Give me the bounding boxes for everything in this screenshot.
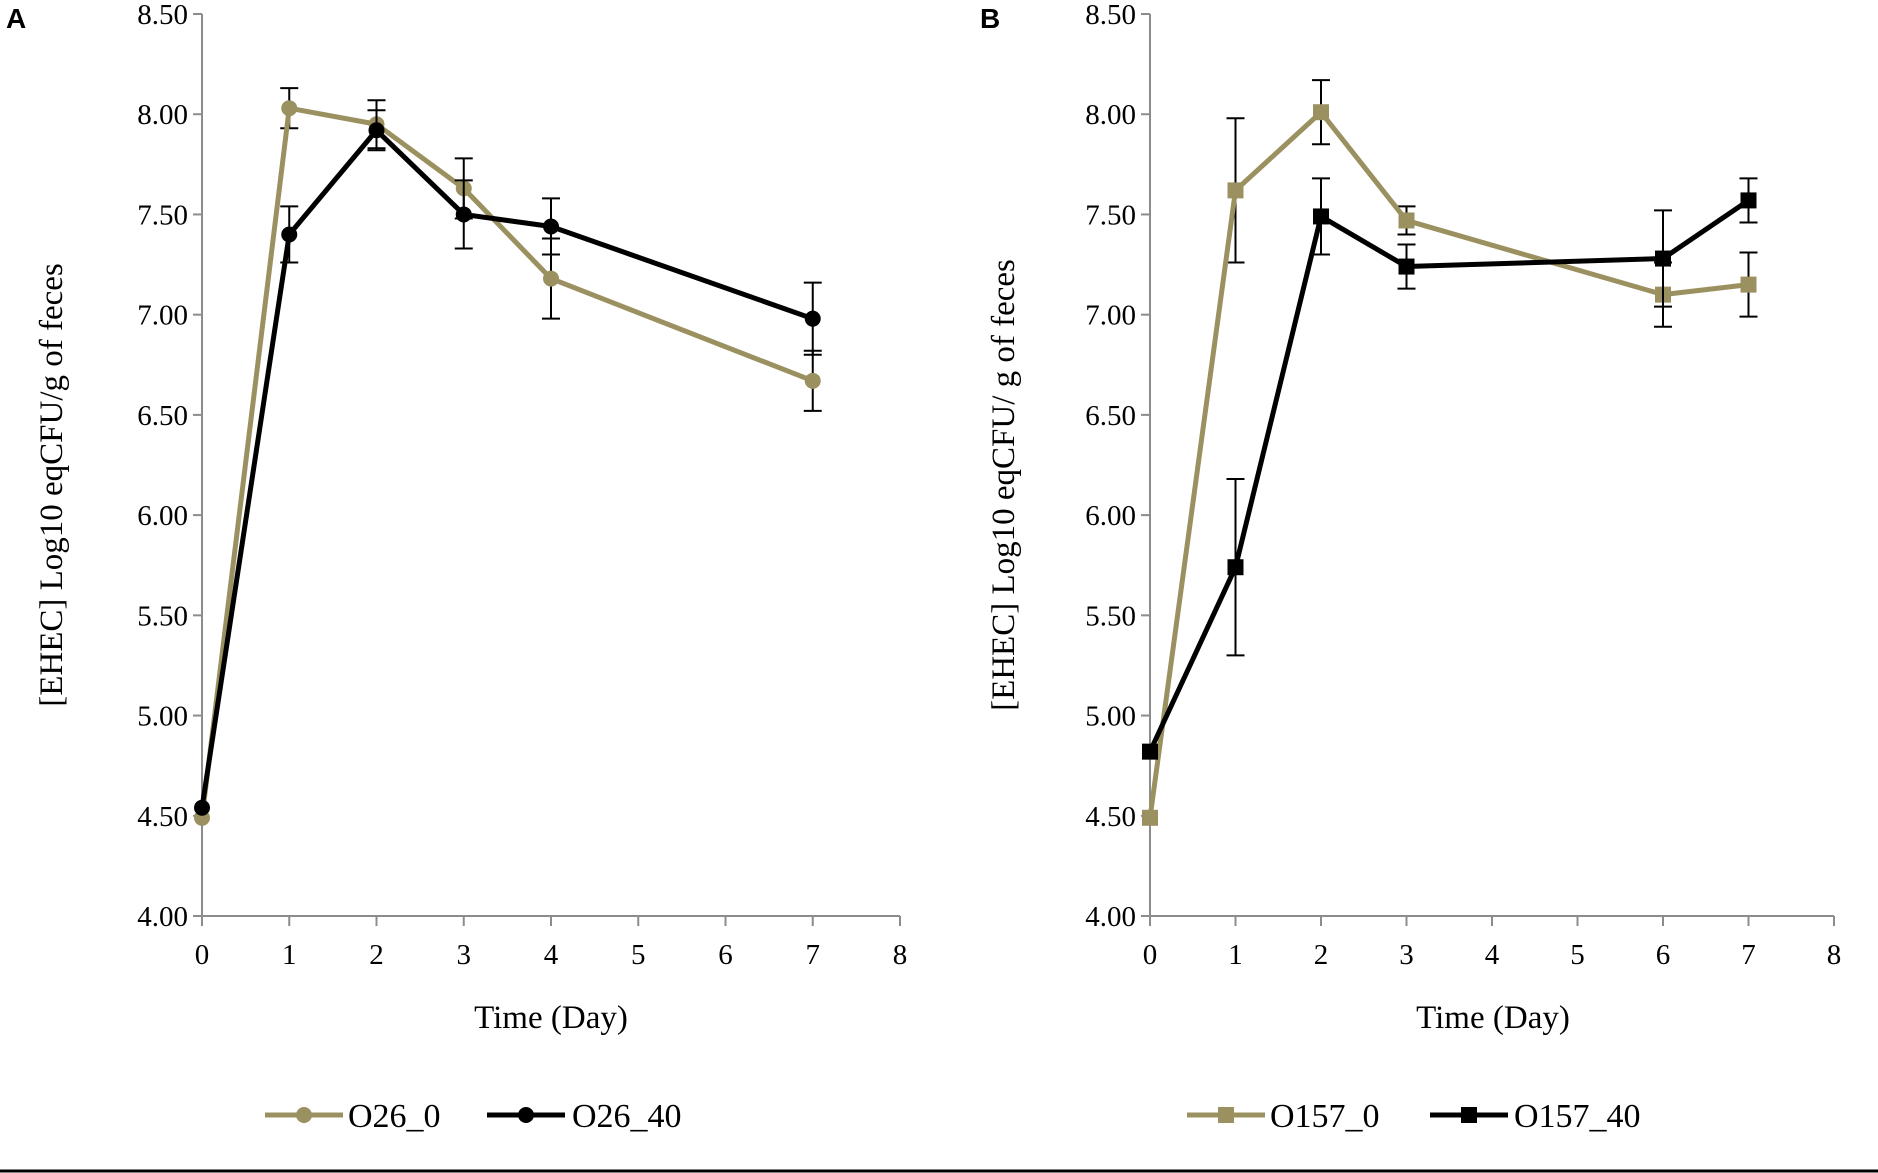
x-tick-label: 8 [893,939,908,971]
x-tick-label: 5 [631,939,646,971]
y-tick-label: 8.50 [137,0,188,31]
y-tick-label: 4.00 [1085,901,1136,933]
data-point [368,122,385,139]
y-tick-label: 6.50 [1085,400,1136,432]
y-tick-label: 7.00 [137,300,188,332]
y-tick-label: 5.00 [1085,701,1136,733]
y-tick-label: 7.50 [1085,199,1136,231]
x-tick-label: 3 [1399,939,1414,971]
data-point [1398,258,1415,275]
data-point [1655,250,1671,267]
x-tick-label: 4 [544,939,559,971]
y-tick-label: 5.00 [137,701,188,733]
data-point [1227,182,1244,199]
series-line [199,105,814,819]
data-point [455,206,472,223]
y-tick-label: 7.50 [137,199,188,231]
x-tick-label: 2 [1314,939,1329,971]
legend-marker [518,1107,534,1123]
x-tick-label: 1 [282,939,297,971]
data-point [1227,559,1244,576]
data-point [281,100,298,117]
data-point [804,372,821,389]
y-tick-label: 6.00 [1085,500,1136,532]
y-tick-label: 6.00 [137,500,188,532]
legend-label: O157_40 [1514,1098,1641,1135]
y-tick-label: 6.50 [137,400,188,432]
series-line [1147,198,1750,753]
x-tick-label: 8 [1827,939,1842,971]
legend-marker [1461,1107,1477,1123]
x-tick-label: 0 [1143,939,1158,971]
y-tick-label: 4.50 [1085,801,1136,833]
y-tick-label: 8.00 [137,99,188,131]
y-tick-label: 4.00 [137,901,188,933]
x-axis-title: Time (Day) [474,1000,628,1036]
y-tick-label: 5.50 [137,600,188,632]
legend-label: O157_0 [1270,1098,1380,1135]
panel-label: B [980,3,1000,34]
series-O26_0 [194,87,822,826]
x-axis-title: Time (Day) [1416,1000,1570,1036]
panel-label: A [6,3,26,34]
data-point [1313,208,1329,225]
data-point [1313,104,1329,121]
series-O157_40 [1142,177,1758,760]
y-axis-title: [EHEC] Log10 eqCFU/ g of feces [986,259,1022,711]
data-point [194,799,210,816]
x-tick-label: 1 [1228,939,1243,971]
series-line [1147,109,1749,819]
x-tick-label: 7 [806,939,821,971]
x-tick-label: 7 [1741,939,1756,971]
legend-label: O26_40 [572,1098,682,1135]
data-point [1398,212,1415,229]
x-tick-label: 6 [1656,939,1671,971]
data-point [804,310,821,327]
x-tick-label: 3 [457,939,472,971]
x-tick-label: 0 [195,939,210,971]
data-point [1740,192,1757,209]
y-tick-label: 8.00 [1085,99,1136,131]
data-point [1142,743,1158,760]
legend-marker [1218,1107,1234,1123]
series-line [199,127,814,809]
data-point [1740,276,1757,293]
y-tick-label: 5.50 [1085,600,1136,632]
x-tick-label: 4 [1485,939,1500,971]
y-axis-title: [EHEC] Log10 eqCFU/g of feces [34,263,70,707]
data-point [543,270,559,287]
series-O157_0 [1142,79,1758,826]
x-tick-label: 6 [718,939,733,971]
legend-marker [296,1107,312,1123]
series-O26_40 [194,109,822,816]
legend-label: O26_0 [348,1098,441,1135]
y-tick-label: 7.00 [1085,300,1136,332]
y-tick-label: 8.50 [1085,0,1136,31]
x-tick-label: 5 [1570,939,1585,971]
panel-b: B 4.00 4.50 5.00 5.50 6.00 6.50 7.00 7.50 8.00 8.5… [980,0,1841,1135]
data-point [281,226,298,243]
x-tick-label: 2 [369,939,384,971]
y-tick-label: 4.50 [137,801,188,833]
panel-a: A 4.00 4.50 5.00 5.50 6.00 6.50 7.00 7.50 8.00 8.5… [6,0,907,1135]
data-point [1142,809,1158,826]
data-point [543,218,559,235]
